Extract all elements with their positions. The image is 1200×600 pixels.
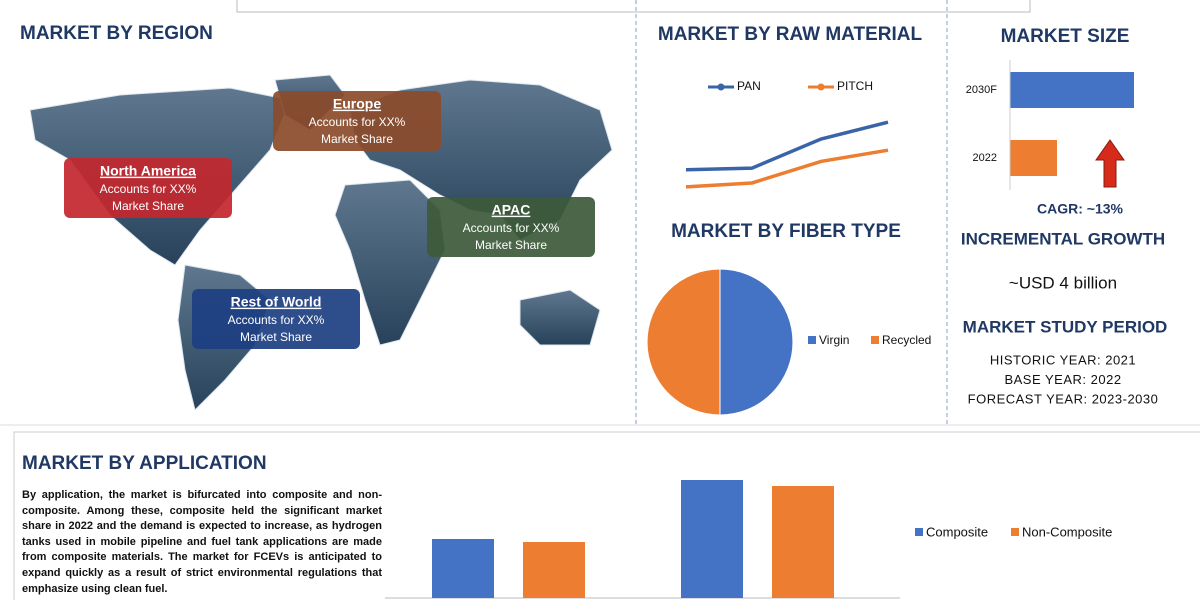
callout-text: Accounts for XX% <box>228 313 325 327</box>
growth-title: INCREMENTAL GROWTH <box>961 229 1165 248</box>
callout-title: Europe <box>333 96 381 112</box>
bar <box>432 539 494 598</box>
growth-value: ~USD 4 billion <box>1009 273 1117 292</box>
bar <box>681 480 743 598</box>
callout-text: Accounts for XX% <box>463 221 560 235</box>
legend-label: PITCH <box>837 79 873 93</box>
series-line <box>685 148 889 189</box>
study-line: HISTORIC YEAR: 2021 <box>990 352 1136 367</box>
legend-label: PAN <box>737 79 761 93</box>
callout-box <box>273 91 441 151</box>
bar <box>1010 72 1134 108</box>
callout-box <box>64 158 232 218</box>
callout-title: North America <box>100 163 196 179</box>
section-title: MARKET BY REGION <box>20 23 213 44</box>
section-title: MARKET BY APPLICATION <box>22 453 267 474</box>
legend-swatch <box>915 528 923 536</box>
legend-swatch <box>808 336 816 344</box>
pie-slice <box>719 268 794 416</box>
bar <box>523 542 585 598</box>
callout-text: Market Share <box>240 330 312 344</box>
callout-text: Market Share <box>475 238 547 252</box>
legend-swatch <box>871 336 879 344</box>
callout-box <box>427 197 595 257</box>
legend-marker <box>717 83 725 91</box>
legend-label: Recycled <box>882 333 931 347</box>
top-box <box>236 0 1031 13</box>
section-title: MARKET SIZE <box>1001 26 1130 47</box>
application-panel <box>13 431 1200 600</box>
study-title: MARKET STUDY PERIOD <box>963 317 1168 336</box>
bar <box>772 486 834 598</box>
section-title: MARKET BY RAW MATERIAL <box>658 24 923 45</box>
growth-arrow <box>1095 139 1125 188</box>
section-title: MARKET BY FIBER TYPE <box>671 221 901 242</box>
category-label: 2030F <box>966 84 997 96</box>
category-label: 2022 <box>973 152 997 164</box>
study-line: BASE YEAR: 2022 <box>1004 372 1121 387</box>
callout-text: Accounts for XX% <box>309 115 406 129</box>
pie-slice <box>646 268 721 416</box>
study-line: FORECAST YEAR: 2023-2030 <box>968 391 1159 406</box>
callout-title: Rest of World <box>231 294 322 310</box>
callout-title: APAC <box>492 202 531 218</box>
callout-box <box>192 289 360 349</box>
callout-text: Market Share <box>112 199 184 213</box>
bar <box>1010 140 1057 176</box>
legend-swatch <box>1011 528 1019 536</box>
legend-label: Composite <box>926 524 988 539</box>
paragraph: By application, the market is bifurcated… <box>22 489 382 595</box>
legend-label: Virgin <box>819 333 849 347</box>
legend-marker <box>817 83 825 91</box>
callout-text: Market Share <box>321 132 393 146</box>
series-line <box>685 120 889 172</box>
legend-label: Non-Composite <box>1022 524 1112 539</box>
callout-text: Accounts for XX% <box>100 182 197 196</box>
cagr: CAGR: ~13% <box>1037 201 1124 217</box>
continent <box>519 289 601 346</box>
